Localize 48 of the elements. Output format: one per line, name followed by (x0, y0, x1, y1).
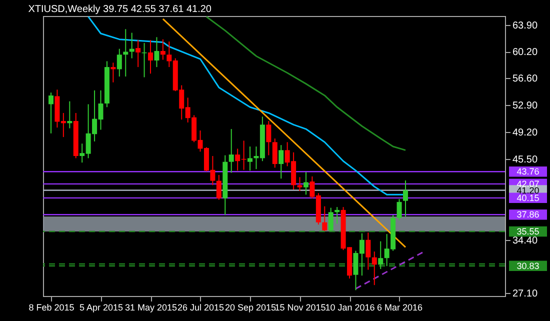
candlestick (272, 138, 278, 168)
x-tick-label: 15 Nov 2015 (274, 302, 326, 312)
candlestick (322, 206, 328, 232)
y-tick-label: 56.60 (512, 73, 538, 84)
candlestick (278, 144, 284, 180)
candlestick (148, 40, 154, 74)
y-tick-label: 60.20 (512, 47, 538, 58)
y-tick-label: 49.20 (512, 127, 538, 138)
candlestick (67, 100, 72, 129)
ref-line-label: 35.55 (516, 226, 540, 236)
candlestick (334, 206, 340, 224)
chart-title: XTIUSD,Weekly 39.75 42.55 37.61 41.20 (28, 4, 212, 15)
y-tick-label: 45.50 (512, 154, 538, 166)
x-tick-label: 10 Jan 2016 (325, 302, 375, 312)
candlestick (216, 174, 222, 200)
candlestick (303, 172, 308, 196)
ref-line-label: 40.15 (516, 192, 540, 203)
x-tick-label: 26 Jul 2015 (177, 302, 224, 312)
y-tick-label: 34.40 (512, 235, 538, 246)
x-tick-label: 5 Apr 2015 (79, 302, 124, 312)
candlestick (378, 240, 384, 270)
candlestick (372, 251, 377, 286)
candlestick (228, 128, 234, 174)
y-tick-label: 63.90 (512, 20, 538, 32)
ref-line-label: 37.86 (516, 210, 540, 220)
candlestick (402, 180, 408, 217)
candlestick (154, 36, 160, 68)
y-tick-label: 27.10 (512, 288, 538, 300)
x-tick-label: 8 Feb 2015 (28, 302, 74, 312)
candlestick (396, 198, 402, 221)
x-tick-label: 20 Sep 2015 (224, 302, 276, 312)
candlestick (123, 28, 128, 78)
ref-line-label: 43.76 (516, 166, 540, 177)
ref-line-label: 30.83 (516, 260, 540, 271)
x-tick-label: 31 May 2015 (124, 302, 178, 312)
x-tick-label: 6 Mar 2016 (377, 302, 423, 312)
candlestick (48, 92, 54, 134)
candlestick (366, 232, 371, 270)
line-series (206, 16, 406, 151)
candlestick (160, 38, 166, 60)
y-tick-label: 52.90 (512, 100, 538, 112)
candlestick (328, 207, 334, 232)
candlestick (110, 62, 116, 83)
candlestick (297, 176, 302, 192)
candlestick (136, 40, 141, 68)
candlestick (116, 48, 122, 78)
candlestick (266, 120, 272, 156)
candlestick (248, 146, 253, 172)
